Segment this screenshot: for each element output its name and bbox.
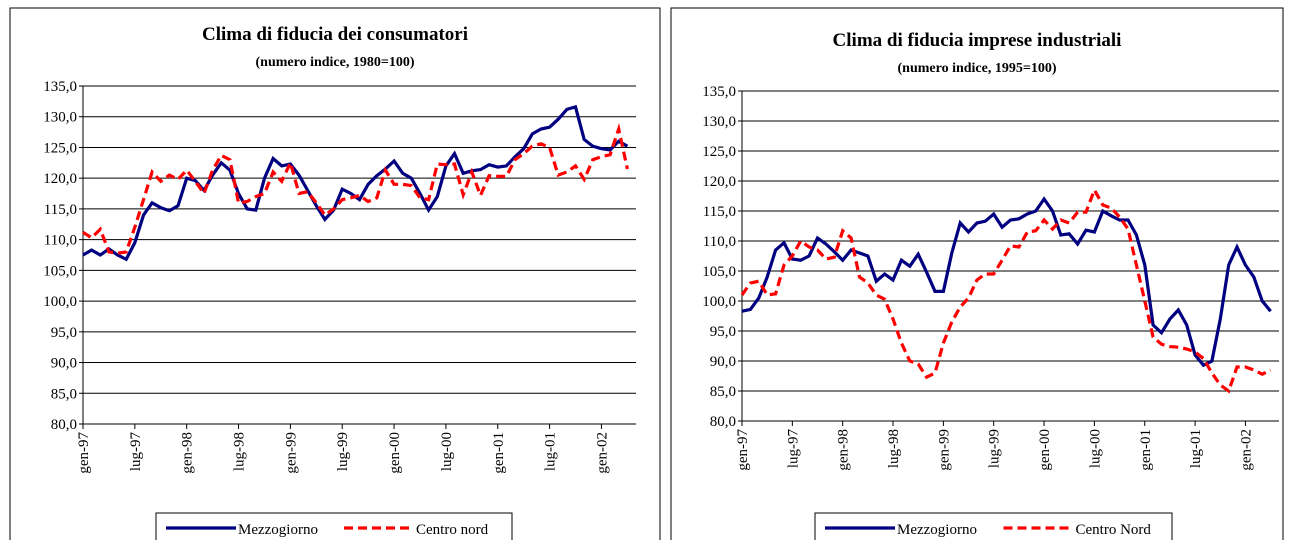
x-tick-label: lug-00 bbox=[1087, 429, 1103, 468]
x-tick-label: gen-00 bbox=[1037, 429, 1053, 471]
y-tick-label: 100,0 bbox=[702, 294, 736, 310]
chart-subtitle: (numero indice, 1995=100) bbox=[898, 61, 1057, 76]
y-tick-label: 125,0 bbox=[43, 140, 77, 156]
x-tick-label: lug-97 bbox=[128, 432, 144, 472]
x-tick-label: gen-99 bbox=[936, 429, 952, 471]
legend-label: Centro nord bbox=[416, 522, 489, 538]
chart-subtitle: (numero indice, 1980=100) bbox=[256, 55, 415, 70]
legend-label: Mezzogiorno bbox=[897, 522, 977, 538]
panel bbox=[670, 7, 1284, 540]
y-tick-label: 90,0 bbox=[710, 354, 736, 370]
x-tick-label: lug-01 bbox=[543, 432, 559, 471]
x-tick-label: lug-01 bbox=[1188, 429, 1204, 468]
x-tick-label: gen-97 bbox=[735, 429, 751, 471]
y-tick-label: 120,0 bbox=[43, 171, 77, 187]
y-tick-label: 135,0 bbox=[702, 84, 736, 100]
x-tick-label: gen-97 bbox=[76, 432, 92, 474]
y-tick-label: 130,0 bbox=[702, 114, 736, 130]
y-tick-label: 80,0 bbox=[51, 417, 77, 433]
y-tick-label: 110,0 bbox=[44, 233, 77, 249]
x-tick-label: gen-01 bbox=[491, 432, 507, 474]
x-tick-label: gen-99 bbox=[283, 432, 299, 474]
y-tick-label: 80,0 bbox=[710, 414, 736, 430]
x-tick-label: lug-98 bbox=[232, 432, 248, 471]
y-tick-label: 115,0 bbox=[703, 204, 736, 220]
legend-label: Centro Nord bbox=[1076, 522, 1152, 538]
y-tick-label: 125,0 bbox=[702, 144, 736, 160]
y-tick-label: 130,0 bbox=[43, 110, 77, 126]
y-tick-label: 85,0 bbox=[51, 386, 77, 402]
x-tick-label: gen-98 bbox=[836, 429, 852, 471]
y-tick-label: 95,0 bbox=[51, 325, 77, 341]
x-tick-label: gen-02 bbox=[594, 432, 610, 474]
y-tick-label: 90,0 bbox=[51, 356, 77, 372]
x-tick-label: lug-99 bbox=[335, 432, 351, 471]
y-tick-label: 100,0 bbox=[43, 294, 77, 310]
chart-title: Clima di fiducia dei consumatori bbox=[202, 24, 468, 45]
x-tick-label: gen-00 bbox=[387, 432, 403, 474]
y-tick-label: 105,0 bbox=[702, 264, 736, 280]
series-line bbox=[740, 186, 1272, 394]
x-tick-label: lug-97 bbox=[785, 429, 801, 469]
y-tick-label: 110,0 bbox=[703, 234, 736, 250]
x-tick-label: lug-99 bbox=[987, 429, 1003, 468]
x-tick-label: gen-02 bbox=[1238, 429, 1254, 471]
x-tick-label: lug-98 bbox=[886, 429, 902, 468]
y-tick-label: 95,0 bbox=[710, 324, 736, 340]
legend-label: Mezzogiorno bbox=[238, 522, 318, 538]
y-tick-label: 120,0 bbox=[702, 174, 736, 190]
y-tick-label: 85,0 bbox=[710, 384, 736, 400]
panel bbox=[9, 7, 661, 540]
x-tick-label: lug-00 bbox=[439, 432, 455, 471]
x-tick-label: gen-98 bbox=[180, 432, 196, 474]
series-line bbox=[82, 122, 629, 255]
chart-title: Clima di fiducia imprese industriali bbox=[833, 30, 1122, 51]
y-tick-label: 115,0 bbox=[44, 202, 77, 218]
y-tick-label: 105,0 bbox=[43, 263, 77, 279]
y-tick-label: 135,0 bbox=[43, 79, 77, 95]
series-line bbox=[741, 196, 1272, 368]
x-tick-label: gen-01 bbox=[1138, 429, 1154, 471]
